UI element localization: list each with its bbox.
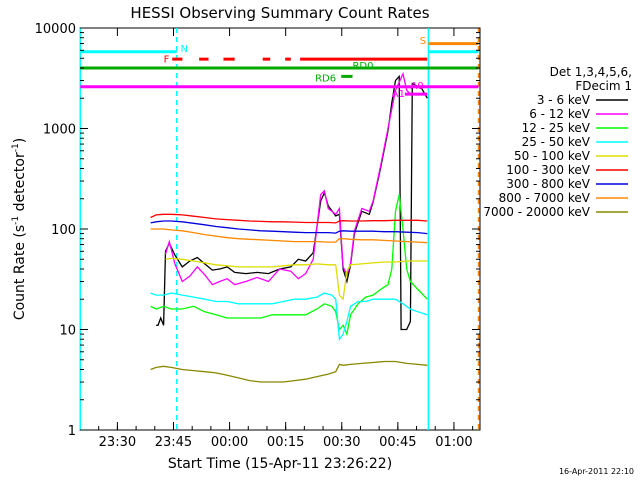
- y-axis-label-mid: detector: [12, 152, 28, 216]
- legend-header-1: Det 1,3,4,5,6,: [550, 65, 632, 79]
- x-tick-label-23:30: 23:30: [99, 435, 136, 450]
- x-axis-label: Start Time (15-Apr-11 23:26:22): [168, 456, 392, 472]
- legend-label-6: 300 - 800 keV: [506, 177, 590, 191]
- state-bar-label-n: N: [180, 44, 187, 55]
- x-tick-label-00:00: 00:00: [211, 435, 248, 450]
- chart-title: HESSI Observing Summary Count Rates: [130, 4, 429, 22]
- legend-label-3: 25 - 50 keV: [522, 135, 591, 149]
- y-tick-label-10000: 10000: [35, 22, 76, 37]
- legend-label-7: 800 - 7000 keV: [499, 191, 591, 205]
- series-line-100-300kev: [151, 214, 428, 223]
- y-tick-label-1000: 1000: [43, 123, 76, 138]
- y-axis-label-end: ): [12, 138, 28, 143]
- series-layer: [151, 74, 428, 382]
- state-bars-layer: N S F RD0 RD6 A1 A0: [80, 36, 478, 100]
- legend-label-2: 12 - 25 keV: [522, 121, 591, 135]
- y-tick-label-100: 100: [51, 223, 76, 238]
- x-tick-label-00:30: 00:30: [323, 435, 360, 450]
- footer-timestamp: 16-Apr-2011 22:10: [559, 467, 634, 476]
- y-tick-label-1: 1: [68, 424, 76, 439]
- y-tick-label-10: 10: [59, 324, 76, 339]
- plot-area: N S F RD0 RD6 A1 A0 23:30 23:45 00:00 00:15 00:30 0…: [35, 22, 480, 450]
- legend-header-2: FDecim 1: [575, 79, 632, 93]
- x-tick-label-01:00: 01:00: [435, 435, 472, 450]
- state-bar-label-rd0: RD0: [352, 61, 373, 72]
- state-bar-label-f: F: [164, 55, 170, 66]
- series-line-3-6kev: [156, 76, 427, 329]
- legend-label-4: 50 - 100 keV: [514, 149, 591, 163]
- legend-label-8: 7000 - 20000 keV: [483, 205, 590, 219]
- legend-label-5: 100 - 300 keV: [506, 163, 590, 177]
- x-tick-label-00:15: 00:15: [267, 435, 304, 450]
- series-line-7000-20000kev: [151, 362, 428, 383]
- series-line-25-50kev: [151, 293, 428, 339]
- x-tick-label-23:45: 23:45: [155, 435, 192, 450]
- state-bar-label-a1: A1: [392, 89, 405, 100]
- state-bar-label-s: S: [420, 36, 426, 47]
- x-tick-label-00:45: 00:45: [379, 435, 416, 450]
- state-bar-label-rd6: RD6: [315, 74, 336, 85]
- y-axis-label: Count Rate (s-1 detector-1): [11, 138, 28, 320]
- y-axis-label-main: Count Rate (s: [12, 225, 28, 320]
- series-line-6-12kev: [166, 74, 428, 285]
- legend-label-0: 3 - 6 keV: [537, 93, 591, 107]
- legend-label-1: 6 - 12 keV: [529, 107, 591, 121]
- state-bar-label-a0: A0: [410, 81, 423, 92]
- y-axis-label-sup1: -1: [11, 216, 21, 225]
- y-axis-label-sup2: -1: [11, 143, 21, 152]
